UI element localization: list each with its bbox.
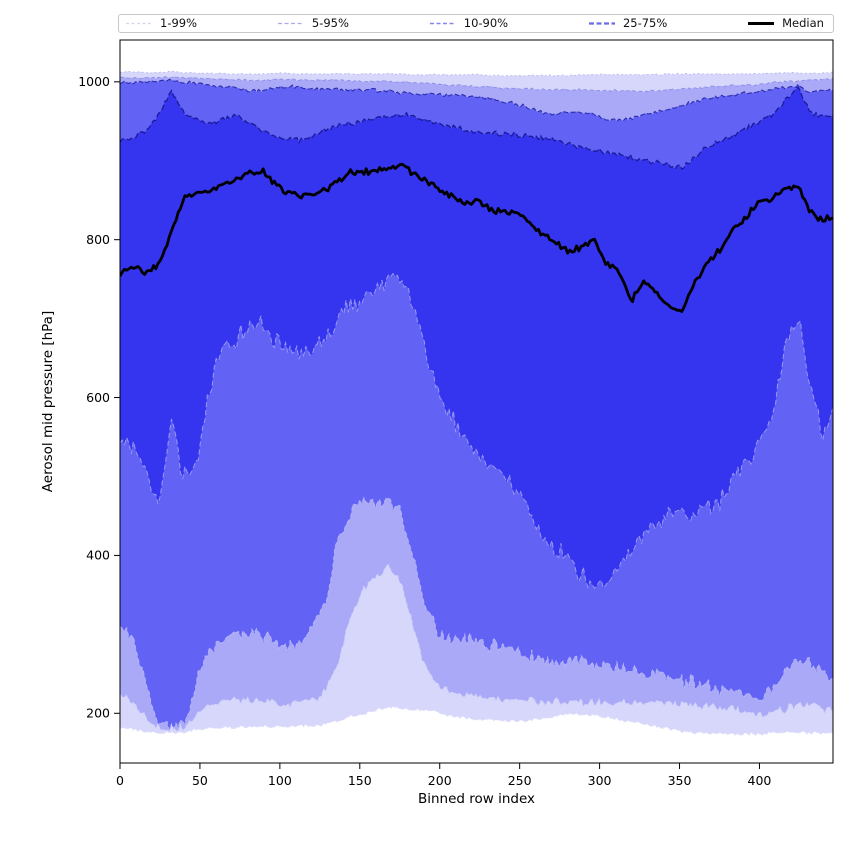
edge-lower-25-75% — [120, 272, 833, 590]
y-tick-label: 200 — [86, 706, 110, 721]
legend-line-sample — [277, 22, 304, 25]
legend-item-10-90pct: 10-90% — [429, 15, 509, 30]
x-tick-label: 150 — [348, 773, 372, 788]
legend-label: 25-75% — [622, 15, 668, 30]
legend-item-25-75pct: 25-75% — [588, 15, 668, 30]
y-tick-label: 600 — [86, 390, 110, 405]
y-tick-label: 1000 — [78, 74, 110, 89]
edge-upper-5-95% — [120, 75, 833, 93]
edge-lower-10-90% — [120, 496, 833, 733]
edge-upper-1-99% — [120, 70, 833, 77]
legend-label: 10-90% — [463, 15, 509, 30]
x-tick-label: 50 — [192, 773, 208, 788]
edge-upper-10-90% — [120, 78, 833, 122]
edge-lower-1-99% — [120, 706, 833, 737]
legend-label: 5-95% — [311, 15, 349, 30]
y-axis-label: Aerosol mid pressure [hPa] — [40, 311, 56, 492]
x-axis-label: Binned row index — [418, 791, 535, 807]
axes-box — [119, 39, 834, 764]
y-tick-label: 800 — [86, 232, 110, 247]
edge-lower-5-95% — [120, 563, 833, 733]
legend-line-sample — [588, 22, 615, 25]
band-25-75% — [120, 87, 833, 589]
legend-label: Median — [782, 15, 824, 30]
y-axis: 200 400 600 800 1000 — [78, 74, 120, 721]
plot-area — [120, 70, 833, 737]
legend-item-5-95pct: 5-95% — [277, 15, 349, 30]
legend-item-Median: Median — [747, 15, 824, 30]
legend-label: 1-99% — [160, 15, 198, 30]
x-tick-label: 100 — [268, 773, 292, 788]
median-line — [120, 162, 833, 313]
legend-line-sample — [748, 22, 775, 25]
legend-item-1-99pct: 1-99% — [125, 15, 198, 30]
x-tick-label: 350 — [668, 773, 692, 788]
x-tick-label: 300 — [588, 773, 612, 788]
x-tick-label: 200 — [428, 773, 452, 788]
legend-line-sample — [429, 22, 456, 25]
x-tick-label: 400 — [748, 773, 772, 788]
edge-upper-25-75% — [120, 85, 833, 170]
x-axis: 0 50 100 150 200 250 300 350 400 — [116, 763, 771, 788]
y-tick-label: 400 — [86, 548, 110, 563]
legend: 1-99% 5-95% 10-90% 25-75% Median — [118, 14, 834, 33]
x-tick-label: 0 — [116, 773, 124, 788]
x-tick-label: 250 — [508, 773, 532, 788]
legend-line-sample — [126, 22, 152, 25]
